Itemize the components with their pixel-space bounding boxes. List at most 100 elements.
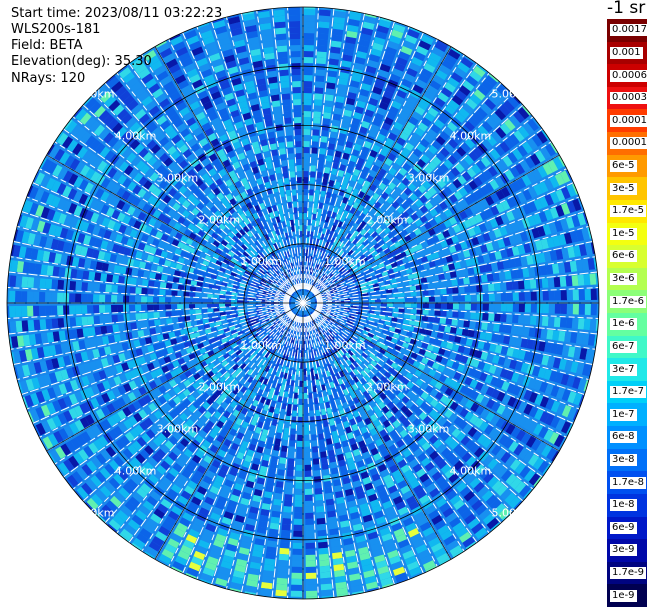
range-gate-cell [267,393,273,400]
range-gate-cell [329,131,338,139]
range-gate-cell [330,40,342,48]
range-gate-cell [379,429,388,438]
range-gate-cell [212,506,223,516]
range-gate-cell [323,480,332,488]
range-gate-cell [205,435,215,444]
range-gate-cell [581,258,590,271]
range-gate-cell [401,257,409,264]
range-gate-cell [532,365,541,377]
range-gate-cell [459,210,468,220]
range-gate-cell [456,504,469,515]
range-gate-cell [246,579,258,588]
range-gate-cell [297,440,303,447]
range-gate-cell [366,155,375,164]
range-gate-cell [282,320,287,326]
range-gate-cell [406,331,413,338]
range-gate-cell [215,533,227,543]
range-gate-cell [317,245,321,252]
range-gate-cell [394,186,403,195]
range-gate-cell [494,283,501,291]
range-gate-cell [371,367,379,375]
range-gate-cell [288,343,292,350]
range-gate-cell [473,65,486,78]
range-gate-cell [429,218,438,227]
range-gate-cell [257,421,264,429]
range-gate-cell [351,117,361,126]
range-gate-cell [156,465,167,475]
range-gate-cell [555,205,565,217]
range-gate-cell [142,320,149,328]
range-gate-cell [305,578,317,585]
range-gate-cell [143,271,151,279]
range-gate-cell [300,357,303,363]
range-gate-cell [402,280,410,286]
range-gate-cell [303,350,306,357]
range-gate-cell [538,341,546,352]
range-gate-cell [423,366,432,374]
range-gate-cell [344,295,351,299]
range-gate-cell [276,401,282,409]
range-gate-cell [305,494,313,501]
range-gate-cell [451,428,462,438]
range-gate-cell [431,235,440,244]
range-gate-cell [487,166,498,177]
range-gate-cell [392,469,402,479]
range-gate-cell [349,235,356,242]
range-gate-cell [322,267,328,274]
range-gate-cell [128,496,140,508]
range-gate-cell [399,429,409,438]
range-gate-cell [273,444,280,452]
range-gate-cell [336,593,349,597]
range-gate-cell [196,465,207,475]
range-gate-cell [275,432,282,440]
range-gate-cell [450,47,462,55]
range-gate-cell [146,518,159,529]
range-gate-cell [348,399,355,407]
range-gate-cell [33,291,40,303]
range-gate-cell [217,469,227,479]
range-gate-cell [229,587,241,593]
range-gate-cell [477,486,489,498]
range-gate-cell [356,300,363,303]
range-gate-cell [442,333,450,341]
range-gate-cell [353,429,362,437]
range-gate-cell [560,303,567,315]
range-gate-cell [415,340,423,347]
range-gate-cell [271,381,277,389]
range-gate-cell [541,444,552,458]
range-gate-cell [362,431,371,440]
range-gate-cell [314,330,318,337]
range-gate-cell [378,69,389,79]
range-gate-cell [383,247,391,255]
range-gate-cell [51,305,58,316]
range-gate-cell [233,437,242,446]
range-gate-cell [451,319,459,326]
range-gate-cell [386,307,393,312]
range-gate-cell [549,207,559,219]
range-gate-cell [420,401,429,411]
range-gate-cell [474,447,485,458]
range-gate-cell [354,485,364,494]
range-gate-cell [356,460,365,468]
range-gate-cell [290,434,296,441]
range-gate-cell [485,242,494,252]
range-gate-cell [429,80,442,91]
range-gate-cell [494,250,503,260]
range-gate-cell [335,581,348,590]
range-gate-cell [214,583,226,589]
range-gate-cell [81,316,89,326]
range-gate-cell [444,468,455,479]
range-gate-cell [444,377,453,386]
range-gate-cell [356,100,366,109]
range-gate-cell [364,520,375,529]
range-gate-cell [535,240,544,251]
range-gate-cell [437,524,450,536]
range-gate-cell [421,357,429,365]
range-gate-cell [438,348,446,356]
range-gate-cell [336,314,343,318]
range-gate-cell [366,356,373,363]
range-gate-cell [267,473,276,481]
range-gate-cell [434,402,444,412]
range-gate-cell [368,271,376,277]
range-gate-cell [391,162,401,171]
